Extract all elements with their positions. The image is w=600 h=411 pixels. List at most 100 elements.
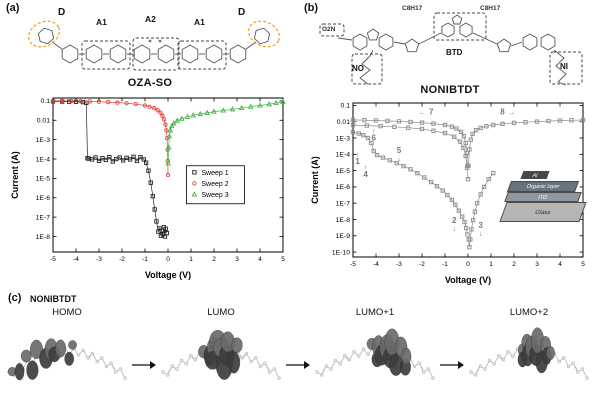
svg-text:1E-4: 1E-4 [36, 156, 51, 163]
donor-label-right: D [238, 7, 246, 18]
svg-text:4: 4 [558, 261, 562, 268]
svg-text:6: 6 [371, 134, 376, 143]
glass-label: Glass [533, 210, 552, 216]
svg-text:5: 5 [281, 256, 285, 263]
svg-text:1: 1 [189, 256, 193, 263]
svg-text:↑: ↑ [364, 165, 368, 172]
svg-text:2: 2 [212, 256, 216, 263]
svg-text:-2: -2 [119, 256, 125, 263]
svg-text:Sweep 1: Sweep 1 [201, 170, 228, 177]
orbital-label-lumo: LUMO [207, 307, 235, 318]
arrow-icon [132, 361, 156, 369]
svg-text:1E-10: 1E-10 [332, 249, 350, 256]
svg-text:-5: -5 [350, 261, 356, 268]
svg-text:1E-7: 1E-7 [336, 201, 351, 208]
svg-text:↑: ↑ [356, 152, 360, 159]
svg-text:1E-3: 1E-3 [336, 135, 351, 142]
acceptor1-label-left: A1 [96, 17, 107, 27]
organic-layer-label: Organic layer [525, 184, 561, 190]
panel-a: (a) D A1 A2 A1 D OZA-SO -5 -4 -3 -2 -1 0 1 2 3 4 5… [0, 0, 300, 290]
svg-text:2: 2 [512, 261, 516, 268]
svg-text:→: → [508, 109, 515, 116]
orbital-label-lumo2: LUMO+2 [509, 307, 549, 318]
svg-text:Sweep 3: Sweep 3 [201, 192, 228, 199]
arrow-icon [440, 361, 464, 369]
panel-c-label: (c) [8, 292, 22, 304]
svg-text:0.01: 0.01 [337, 119, 350, 126]
svg-text:1E-6: 1E-6 [336, 184, 351, 191]
molecule-name-nonibtdt: NONIBTDT [420, 84, 480, 96]
orbital-image-lumo2 [469, 327, 589, 380]
svg-text:0: 0 [166, 256, 170, 263]
svg-text:-5: -5 [50, 256, 56, 263]
device-layer-ito: ITO [504, 192, 582, 202]
svg-text:↓: ↓ [397, 156, 401, 163]
orbital-lumo2: LUMO+2 [465, 307, 593, 397]
svg-text:Sweep 2: Sweep 2 [201, 181, 228, 188]
svg-text:0: 0 [466, 261, 470, 268]
acceptor2-label: A2 [145, 14, 156, 24]
ito-label: ITO [536, 195, 549, 201]
svg-text:1: 1 [489, 261, 493, 268]
svg-text:-3: -3 [396, 261, 402, 268]
svg-text:1E-8: 1E-8 [336, 217, 351, 224]
svg-text:0.1: 0.1 [41, 98, 51, 105]
device-layer-organic: Organic layer [506, 181, 580, 192]
svg-text:Voltage (V): Voltage (V) [145, 270, 191, 280]
panel-a-label: (a) [6, 2, 20, 14]
orbital-row: HOMO LUMO LUMO+1 [3, 307, 597, 397]
octyl-label-right: C8H17 [480, 5, 501, 12]
device-layer-glass: Glass [499, 202, 587, 222]
nonibtdt-structure: O2N C8H17 C8H17 NO BTD NI [308, 5, 594, 86]
panel-c: (c) NONIBTDT HOMO LUMO LUMO+1 [0, 290, 600, 411]
svg-text:5: 5 [581, 261, 585, 268]
svg-text:1E-6: 1E-6 [36, 195, 51, 202]
svg-text:8: 8 [500, 107, 505, 116]
oza-so-structure-drawing [28, 20, 280, 71]
svg-text:5: 5 [397, 146, 402, 155]
orbital-lumo: LUMO [157, 307, 285, 397]
svg-text:↓: ↓ [452, 226, 456, 233]
svg-text:-3: -3 [96, 256, 102, 263]
device-layer-al: Al [520, 171, 550, 179]
svg-text:1E-3: 1E-3 [36, 137, 51, 144]
orbital-lumo1: LUMO+1 [311, 307, 439, 397]
svg-text:1E-5: 1E-5 [36, 176, 51, 183]
svg-text:1E-8: 1E-8 [36, 234, 51, 241]
ni-unit-label: NI [560, 62, 568, 71]
svg-text:-1: -1 [142, 256, 148, 263]
orbital-image-lumo [161, 329, 281, 380]
svg-text:0.01: 0.01 [37, 118, 50, 125]
panel-b: (b) O2N C8H17 C8H17 NO BTD NI NONIBTDT -… [300, 0, 600, 290]
svg-text:1E-4: 1E-4 [336, 152, 351, 159]
svg-text:3: 3 [235, 256, 239, 263]
svg-text:2: 2 [452, 216, 457, 225]
svg-text:Voltage (V): Voltage (V) [445, 275, 491, 285]
iv-curve-chart-b: -5 -4 -3 -2 -1 0 1 2 3 4 5 0.1 0.01 1E-3 1E-4 1E-5 1E-6 1… [310, 102, 585, 285]
nitro-group-label: O2N [322, 26, 336, 33]
no-unit-label: NO [352, 64, 364, 73]
panel-c-molecule-name: NONIBTDT [30, 294, 77, 304]
device-schematic-inset: Al Organic layer ITO Glass [499, 170, 587, 228]
iv-curve-chart-a: -5 -4 -3 -2 -1 0 1 2 3 4 5 0.1 0.01 1E-3 1E-4 1E-5 1E-6 1… [10, 97, 286, 280]
panel-b-label: (b) [304, 2, 319, 14]
svg-text:4: 4 [363, 170, 368, 179]
svg-text:1E-9: 1E-9 [336, 233, 351, 240]
svg-text:1: 1 [355, 157, 360, 166]
svg-text:3: 3 [478, 221, 483, 230]
svg-text:↑: ↑ [372, 129, 376, 136]
btd-unit-label: BTD [446, 48, 463, 57]
acceptor1-label-right: A1 [194, 17, 205, 27]
svg-text:-2: -2 [419, 261, 425, 268]
svg-text:7: 7 [429, 107, 434, 116]
svg-text:4: 4 [258, 256, 262, 263]
oza-so-structure: D A1 A2 A1 D [12, 7, 292, 76]
svg-text:0.1: 0.1 [341, 103, 351, 110]
orbital-label-homo: HOMO [52, 307, 82, 318]
orbital-image-lumo1 [315, 328, 435, 380]
svg-text:Current (A): Current (A) [310, 156, 320, 204]
nonibtdt-structure-drawing [319, 12, 583, 86]
svg-text:-1: -1 [442, 261, 448, 268]
orbital-image-homo [7, 338, 127, 381]
